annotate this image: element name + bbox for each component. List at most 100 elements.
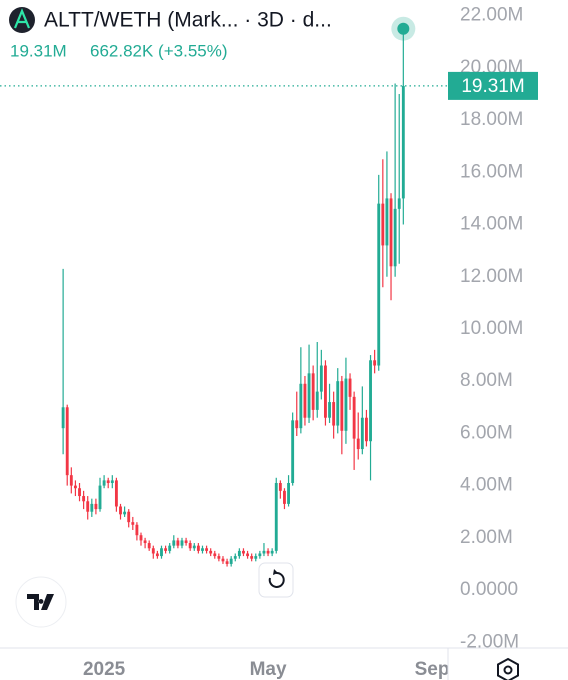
candle-body bbox=[86, 501, 90, 512]
candle-body bbox=[65, 407, 69, 476]
y-tick-label: 10.00M bbox=[460, 318, 523, 339]
y-tick-label: 4.00M bbox=[460, 475, 513, 496]
last-point bbox=[397, 22, 410, 35]
chart-title: ALTT/WETH (Mark... · 3D · d... bbox=[44, 9, 332, 32]
candle-body bbox=[155, 553, 159, 557]
candle-body bbox=[176, 540, 180, 546]
candle-body bbox=[274, 482, 278, 551]
candle-body bbox=[106, 480, 110, 483]
candle-body bbox=[143, 540, 147, 544]
reset-box bbox=[258, 562, 294, 598]
candle-body bbox=[364, 417, 368, 442]
y-tick-label: 8.00M bbox=[460, 370, 513, 391]
candle-body bbox=[217, 556, 221, 559]
candle-body bbox=[332, 402, 336, 426]
candle-body bbox=[315, 391, 319, 410]
candle-body bbox=[328, 402, 331, 418]
candle-body bbox=[61, 407, 65, 429]
y-tick-label: 18.00M bbox=[460, 109, 523, 130]
x-tick-label: May bbox=[250, 659, 287, 680]
candle-body bbox=[258, 553, 262, 557]
candle-body bbox=[324, 365, 327, 418]
candle-body bbox=[184, 540, 188, 544]
candle-body bbox=[131, 522, 135, 525]
candle-body bbox=[168, 545, 172, 551]
settings-icon bbox=[497, 657, 519, 680]
last-price-text: 19.31M bbox=[10, 41, 67, 60]
candle-body bbox=[352, 396, 356, 439]
candle-body bbox=[127, 511, 131, 523]
candle-body bbox=[356, 438, 360, 450]
candle-body bbox=[242, 550, 245, 554]
candle-body bbox=[291, 420, 295, 483]
candle-body bbox=[98, 485, 102, 510]
candle-body bbox=[225, 561, 229, 564]
y-tick-label: 22.00M bbox=[460, 5, 523, 26]
candle-body bbox=[164, 548, 168, 551]
candle-body bbox=[311, 373, 315, 410]
settings-button[interactable] bbox=[497, 657, 519, 680]
candle-body bbox=[160, 548, 163, 557]
tv-logo[interactable] bbox=[15, 576, 67, 628]
candle-body bbox=[344, 378, 348, 431]
candle-body bbox=[250, 556, 254, 559]
candle-body bbox=[69, 475, 73, 486]
last-price-box bbox=[448, 71, 538, 100]
candle-body bbox=[139, 535, 143, 541]
y-tick-label: 14.00M bbox=[460, 214, 523, 235]
candle-body bbox=[299, 383, 303, 429]
candle-body bbox=[73, 485, 77, 489]
last-price-label: 19.31M bbox=[461, 76, 524, 97]
candle-body bbox=[287, 482, 290, 504]
x-tick-label: 2025 bbox=[83, 659, 126, 680]
candle-body bbox=[262, 550, 266, 554]
candle-body bbox=[94, 503, 98, 510]
candle-body bbox=[283, 490, 286, 504]
candle-body bbox=[78, 488, 81, 497]
y-tick-label: 0.0000 bbox=[460, 579, 518, 600]
header: ALTT/WETH (Mark... · 3D · d... 19.31M 66… bbox=[9, 7, 332, 60]
candle-body bbox=[229, 558, 233, 564]
candle-body bbox=[254, 556, 258, 559]
price-change: 662.82K (+3.55%) bbox=[90, 41, 228, 60]
candle-body bbox=[360, 417, 364, 450]
candle-body bbox=[205, 548, 209, 551]
y-tick-label: 6.00M bbox=[460, 422, 513, 443]
candle-body bbox=[90, 503, 94, 512]
candle-body bbox=[82, 496, 86, 502]
y-tick-label: 12.00M bbox=[460, 266, 523, 287]
candle-body bbox=[389, 198, 393, 267]
candle-body bbox=[278, 482, 282, 491]
logo-glyph bbox=[27, 594, 54, 610]
candle-body bbox=[270, 550, 274, 554]
y-axis: -2.00M 0.0000 2.00M 4.00M 6.00M 8.00M 10.00M 12… bbox=[460, 5, 523, 652]
candle-body bbox=[102, 480, 106, 486]
reset-arrow bbox=[273, 569, 278, 575]
candle-body bbox=[377, 203, 381, 366]
candle-body bbox=[147, 543, 151, 549]
x-axis: 2025 May Sep bbox=[83, 659, 450, 680]
candle-body bbox=[397, 198, 401, 209]
reset-icon bbox=[268, 571, 285, 588]
candle-body bbox=[319, 365, 323, 392]
candle-body bbox=[192, 545, 196, 549]
candle-body bbox=[151, 548, 155, 554]
candle-body bbox=[237, 550, 241, 557]
candle-body bbox=[119, 506, 122, 515]
x-tick-label: Sep bbox=[415, 659, 450, 680]
reset-button[interactable] bbox=[258, 562, 294, 598]
candle-body bbox=[110, 480, 114, 483]
candle-body bbox=[348, 378, 352, 397]
candle-body bbox=[307, 373, 311, 418]
settings-dot bbox=[503, 665, 513, 675]
candle-body bbox=[135, 524, 139, 536]
candle-body bbox=[401, 85, 405, 199]
y-tick-label: 16.00M bbox=[460, 161, 523, 182]
candle-body bbox=[123, 511, 127, 515]
candle-body bbox=[233, 556, 237, 559]
candle-body bbox=[381, 203, 385, 246]
y-tick-label: -2.00M bbox=[460, 631, 519, 652]
candle-body bbox=[385, 198, 389, 246]
candle-body bbox=[369, 360, 372, 442]
